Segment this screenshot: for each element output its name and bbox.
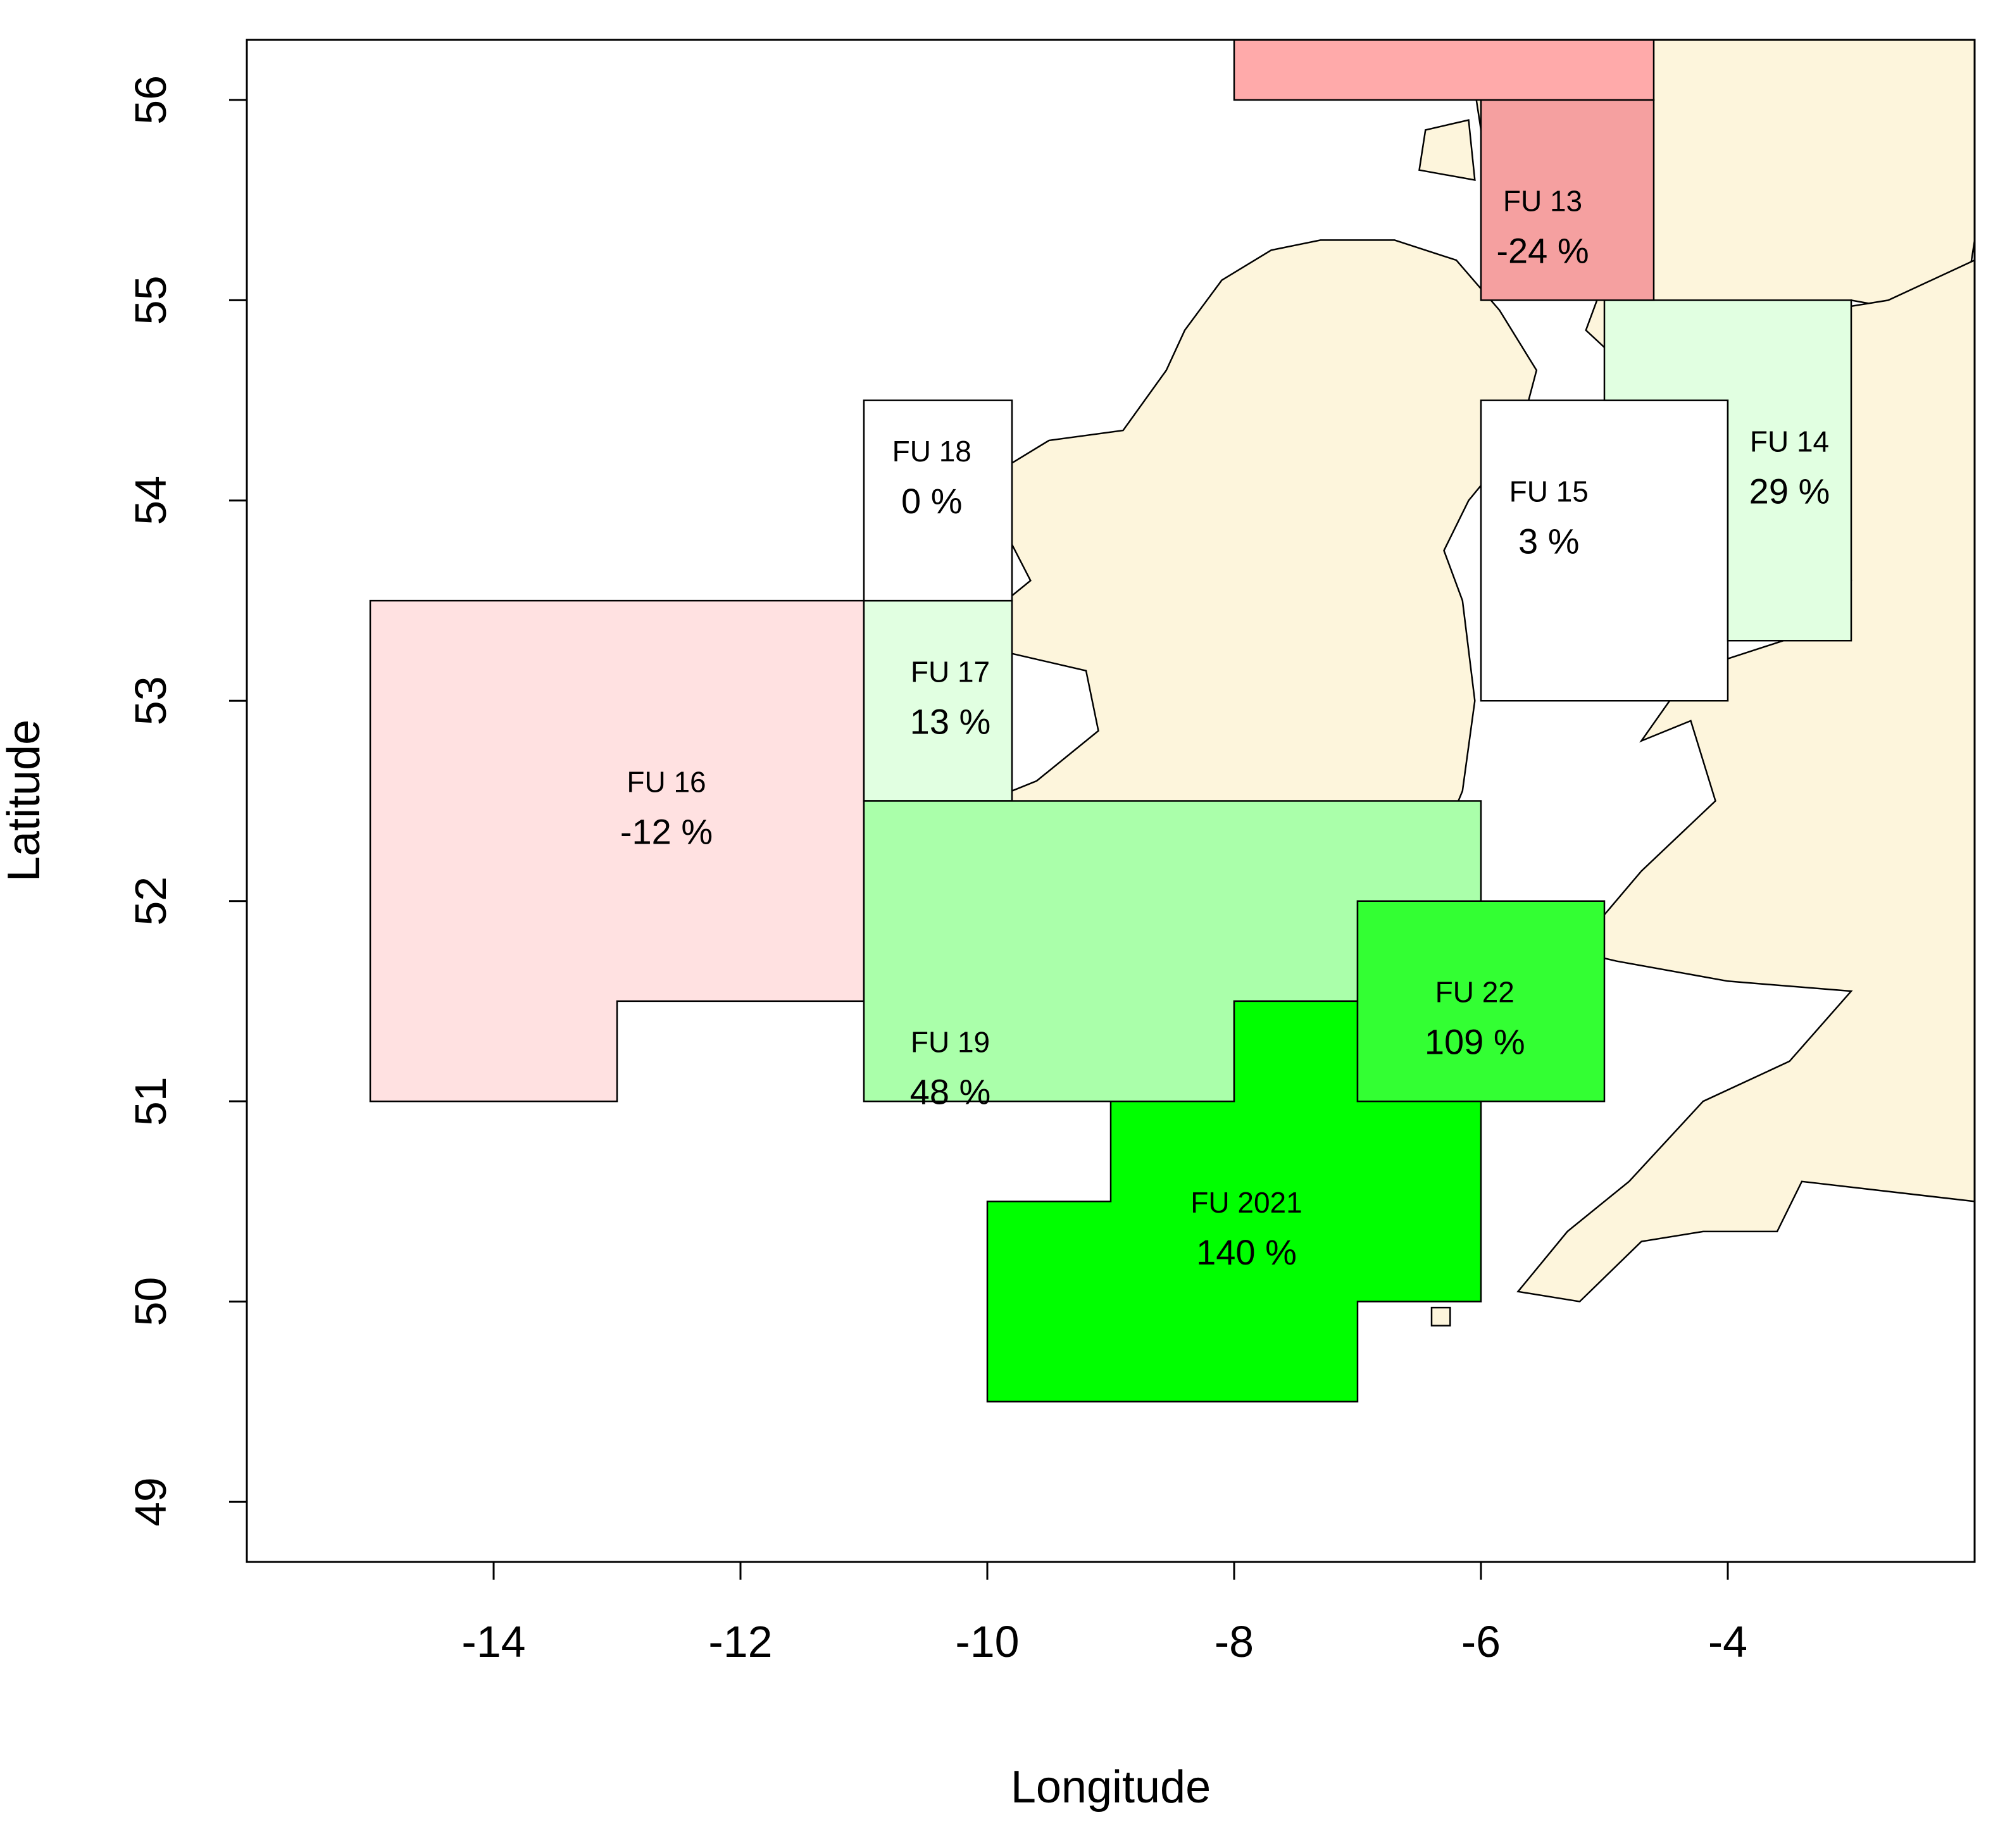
y-axis: 49 50 51 52 53 54 55 56 <box>126 75 248 1526</box>
x-tick-label: -6 <box>1461 1617 1501 1666</box>
unit-pct-fu-18: 0 % <box>901 481 963 521</box>
unit-name-fu-14: FU 14 <box>1750 425 1829 458</box>
unit-labels-layer: FU 16 -12 % FU 17 13 % FU 18 0 % FU 19 48 % FU 2… <box>620 185 1830 1272</box>
x-axis: -14 -12 -10 -8 -6 -4 <box>461 1561 1747 1666</box>
y-tick-label: 50 <box>126 1277 175 1327</box>
unit-name-fu-17: FU 17 <box>911 655 990 688</box>
unit-pct-fu-22: 109 % <box>1425 1022 1525 1062</box>
y-axis-title: Latitude <box>0 720 49 882</box>
x-tick-label: -4 <box>1708 1617 1747 1666</box>
unit-name-fu-22: FU 22 <box>1435 976 1515 1009</box>
unit-area-fu-18 <box>863 399 1013 602</box>
unit-name-fu-16: FU 16 <box>627 765 706 798</box>
functional-units-layer <box>369 40 1852 1403</box>
x-tick-label: -10 <box>955 1617 1019 1666</box>
unit-pct-fu-15: 3 % <box>1518 521 1580 561</box>
unit-name-fu-2021: FU 2021 <box>1190 1186 1302 1219</box>
unit-pct-fu-16: -12 % <box>620 811 713 851</box>
unit-pct-fu-13: -24 % <box>1496 231 1589 271</box>
unit-pct-fu-2021: 140 % <box>1196 1232 1297 1272</box>
land-islay <box>1418 119 1476 182</box>
x-axis-title: Longitude <box>1011 1762 1211 1813</box>
unit-pct-fu-19: 48 % <box>910 1072 991 1112</box>
unit-name-fu-19: FU 19 <box>911 1026 990 1059</box>
y-tick-label: 55 <box>126 275 175 325</box>
unit-area-fu-22 <box>1356 900 1606 1102</box>
y-tick-label: 49 <box>126 1477 175 1526</box>
land-scilly <box>1430 1306 1451 1327</box>
unit-pct-fu-17: 13 % <box>910 701 991 741</box>
unit-name-fu-13: FU 13 <box>1503 185 1582 218</box>
y-tick-label: 52 <box>126 877 175 926</box>
x-tick-label: -12 <box>708 1617 772 1666</box>
unit-area-fu-north <box>1233 40 1655 101</box>
x-tick-label: -14 <box>461 1617 525 1666</box>
y-tick-label: 53 <box>126 676 175 725</box>
x-tick-label: -8 <box>1215 1617 1254 1666</box>
unit-name-fu-18: FU 18 <box>892 435 971 468</box>
unit-name-fu-15: FU 15 <box>1509 475 1589 508</box>
y-tick-label: 54 <box>126 476 175 525</box>
y-tick-label: 51 <box>126 1077 175 1126</box>
unit-area-fu-14 <box>1603 299 1852 642</box>
y-tick-label: 56 <box>126 75 175 125</box>
unit-pct-fu-14: 29 % <box>1749 471 1830 511</box>
